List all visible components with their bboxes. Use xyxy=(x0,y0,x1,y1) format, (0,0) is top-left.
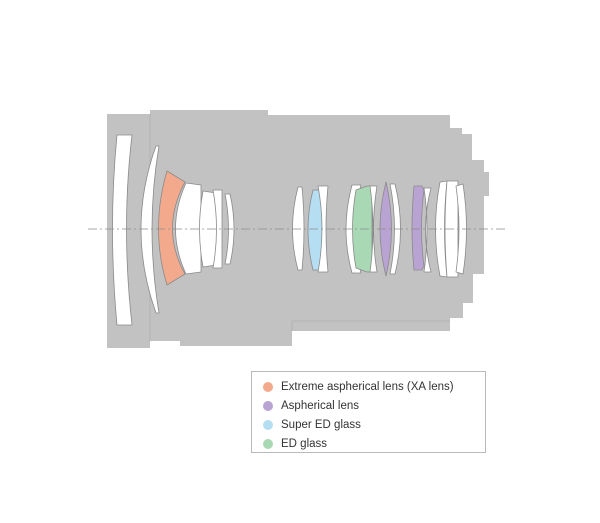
lens-elements xyxy=(112,134,467,326)
lens-element-5 xyxy=(212,189,223,269)
legend-swatch-super-ed-glass xyxy=(263,419,273,430)
legend-label-ed-glass: ED glass xyxy=(281,437,328,450)
legend-label-super-ed-glass: Super ED glass xyxy=(281,418,361,431)
legend-item-super-ed-glass: Super ED glass xyxy=(263,415,485,434)
lens-element-2 xyxy=(140,145,160,314)
legend-swatch-xa-lens xyxy=(263,381,273,392)
lens-element-xa xyxy=(158,170,186,286)
legend-item-xa-lens: Extreme aspherical lens (XA lens) xyxy=(263,377,485,396)
legend-swatch-aspherical-lens xyxy=(263,400,273,411)
lens-element-12 xyxy=(423,187,432,273)
lens-element-aspherical-2 xyxy=(411,185,425,271)
lens-element-3 xyxy=(175,182,202,275)
legend-label-aspherical-lens: Aspherical lens xyxy=(281,399,359,412)
lens-element-15 xyxy=(455,183,467,275)
legend-swatch-ed-glass xyxy=(263,438,273,449)
lens-element-1 xyxy=(112,134,133,326)
legend: Extreme aspherical lens (XA lens) Aspher… xyxy=(251,371,486,453)
legend-label-xa-lens: Extreme aspherical lens (XA lens) xyxy=(281,380,454,393)
lens-element-7 xyxy=(292,186,305,271)
legend-item-aspherical-lens: Aspherical lens xyxy=(263,396,485,415)
legend-item-ed-glass: ED glass xyxy=(263,434,485,453)
